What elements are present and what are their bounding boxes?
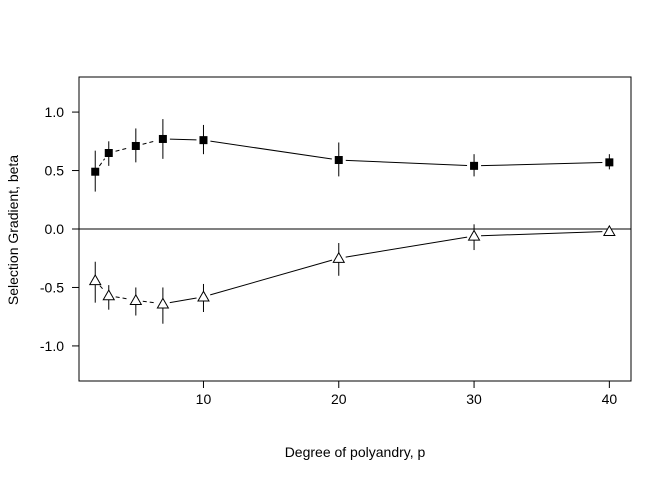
series-2-point [156, 297, 170, 309]
series-1-connector [210, 140, 332, 160]
series-1-point [334, 156, 343, 165]
x-tick-label: 30 [466, 391, 482, 407]
series-1-point [605, 158, 614, 167]
series-2-point [129, 293, 143, 305]
series-1-connector [142, 140, 157, 145]
series-1-point [199, 136, 208, 145]
plot-layer [79, 119, 631, 324]
series-2-connector [142, 300, 157, 304]
series-2-point [197, 290, 210, 302]
series-1-point [131, 141, 140, 150]
x-tick-label: 10 [196, 391, 212, 407]
series-2-connector [210, 259, 333, 296]
series-1-connector [169, 138, 197, 141]
x-axis-title: Degree of polyandry, p [285, 444, 426, 460]
series-2-connector [345, 236, 468, 258]
series-1-point [104, 149, 113, 157]
y-tick-label: 1.0 [45, 104, 65, 120]
series-2-point [102, 289, 116, 301]
series-1-connector [481, 162, 603, 167]
series-1-connector [115, 147, 130, 152]
series-2-connector [481, 231, 603, 237]
y-tick-label: 0.5 [45, 163, 65, 179]
series-2-connector [169, 297, 197, 304]
series-1-point [470, 161, 479, 170]
axis-layer: 10 20 30 40 -1.0 -0.5 0.0 0.5 1.0 [40, 76, 632, 407]
series-2-point [602, 224, 616, 236]
series-1-connector [345, 159, 468, 167]
series-1-point [91, 167, 100, 176]
series-2-connector [99, 285, 105, 291]
y-tick-label: 0.0 [45, 221, 65, 237]
y-tick-label: -1.0 [40, 338, 64, 354]
series-2-point [467, 229, 481, 241]
y-axis-title: Selection Gradient, beta [5, 155, 21, 305]
series-2-point [88, 273, 102, 286]
x-tick-label: 40 [602, 391, 618, 407]
series-2-point [332, 251, 346, 263]
x-tick-label: 20 [331, 391, 347, 407]
series-1-point [158, 134, 167, 143]
y-tick-label: -0.5 [40, 279, 64, 295]
series-1-connector [98, 158, 106, 167]
series-2-connector [115, 296, 130, 300]
